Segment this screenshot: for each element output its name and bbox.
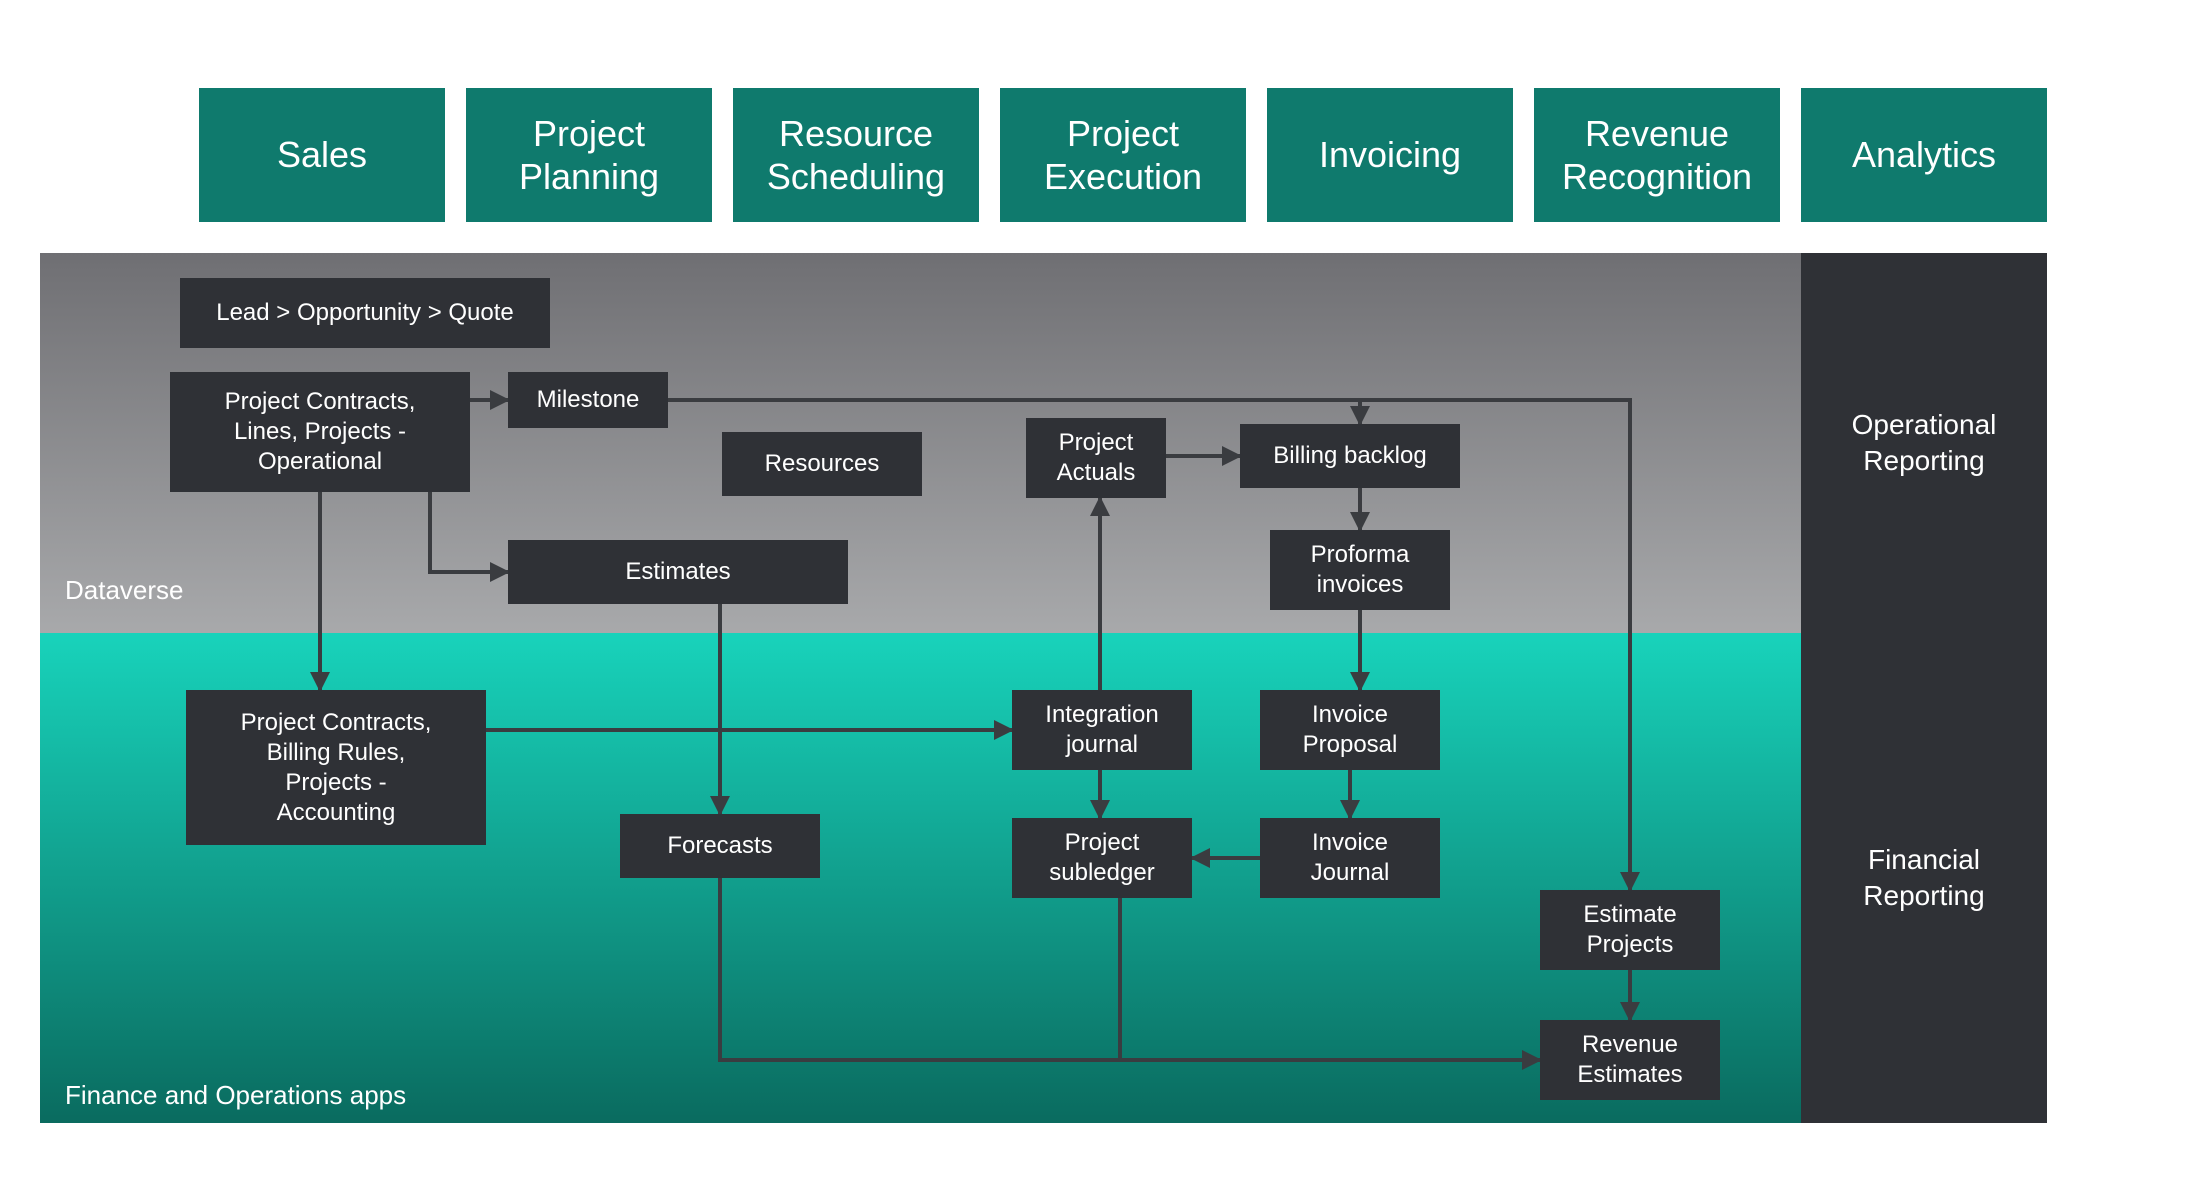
n-pc-op: Project Contracts, Lines, Projects - Ope… (170, 372, 470, 492)
header-revenue: Revenue Recognition (1534, 88, 1780, 222)
n-invprop: Invoice Proposal (1260, 690, 1440, 770)
n-revest: Revenue Estimates (1540, 1020, 1720, 1100)
panel-operational: Operational Reporting (1801, 253, 2047, 633)
header-resource: Resource Scheduling (733, 88, 979, 222)
header-invoicing: Invoicing (1267, 88, 1513, 222)
n-forecasts: Forecasts (620, 814, 820, 878)
n-pc-acct: Project Contracts, Billing Rules, Projec… (186, 690, 486, 845)
header-sales: Sales (199, 88, 445, 222)
n-backlog: Billing backlog (1240, 424, 1460, 488)
n-actuals: Project Actuals (1026, 418, 1166, 498)
header-execution: Project Execution (1000, 88, 1246, 222)
n-estimates: Estimates (508, 540, 848, 604)
diagram-canvas: Dataverse Finance and Operations apps Sa… (0, 0, 2188, 1204)
header-analytics: Analytics (1801, 88, 2047, 222)
n-proforma: Proforma invoices (1270, 530, 1450, 610)
region-dataverse-label: Dataverse (65, 575, 184, 606)
region-finance-operations-label: Finance and Operations apps (65, 1080, 406, 1111)
panel-financial: Financial Reporting (1801, 633, 2047, 1123)
n-estproj: Estimate Projects (1540, 890, 1720, 970)
n-lead: Lead > Opportunity > Quote (180, 278, 550, 348)
n-intjournal: Integration journal (1012, 690, 1192, 770)
n-invjournal: Invoice Journal (1260, 818, 1440, 898)
n-milestone: Milestone (508, 372, 668, 428)
n-resources: Resources (722, 432, 922, 496)
header-planning: Project Planning (466, 88, 712, 222)
n-subledger: Project subledger (1012, 818, 1192, 898)
